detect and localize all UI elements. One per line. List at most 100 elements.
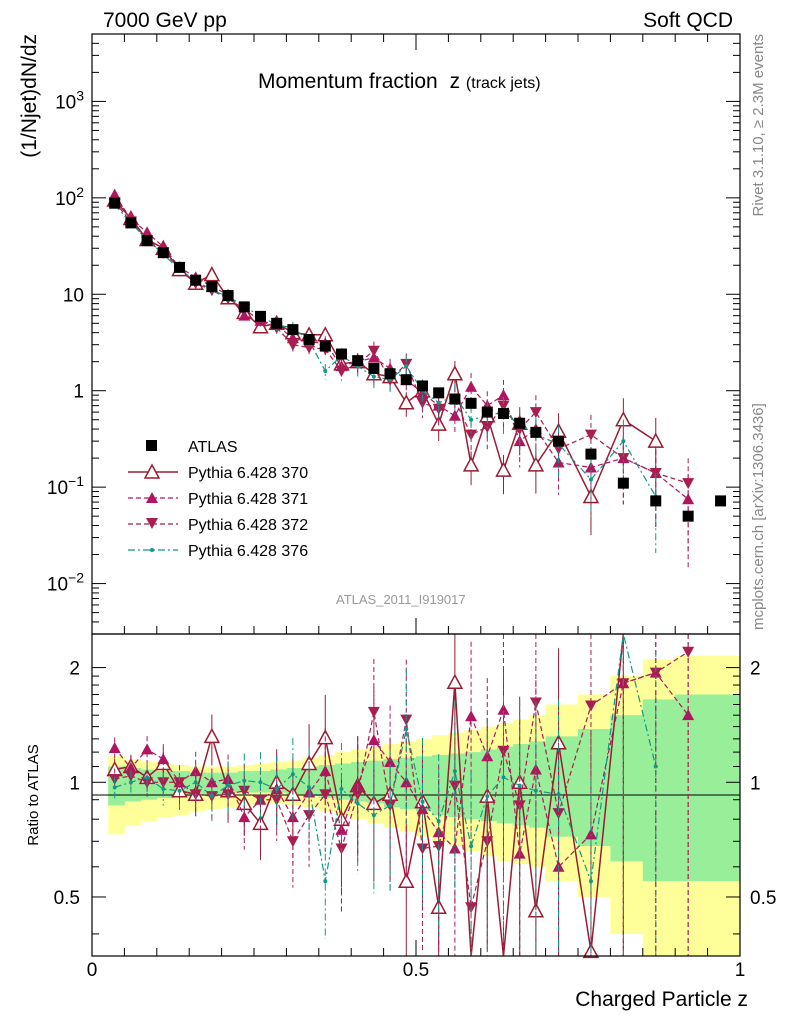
ratio-point-372: [367, 706, 380, 718]
ratio-band-green: [529, 741, 547, 828]
legend: ATLAS Pythia 6.428 370 Pythia 6.428 371 …: [128, 439, 308, 560]
legend-marker-atlas: [146, 440, 157, 451]
legend-marker-376: [150, 548, 154, 552]
ratio-point-371: [108, 742, 121, 754]
point-series-371: [108, 188, 121, 200]
ratio-y-ticks: 0.5 0.5 1 1 2 2: [54, 659, 776, 935]
point-series-376: [469, 417, 474, 422]
point-series-370: [495, 461, 512, 477]
ratio-band-green: [497, 746, 514, 824]
ratio-y-tick-label-right: 2: [750, 659, 761, 680]
point-series-372: [497, 400, 510, 412]
point-series-371: [141, 226, 154, 238]
ratio-point-376: [307, 785, 312, 790]
point-series-376: [404, 364, 409, 369]
ratio-band-green: [367, 760, 385, 804]
ratio-band-green: [675, 694, 709, 882]
y-tick-label: 10−2: [47, 570, 84, 596]
point-series-372: [286, 339, 299, 351]
point-atlas: [514, 417, 526, 429]
point-atlas: [254, 310, 266, 322]
x-tick-label: 1: [735, 960, 746, 981]
legend-label-372: Pythia 6.428 372: [188, 517, 308, 534]
point-series-371: [465, 380, 478, 392]
ratio-band-green: [610, 715, 644, 862]
point-atlas: [303, 333, 315, 345]
mcplots-label: mcplots.cern.ch [arXiv:1306.3436]: [750, 403, 767, 630]
ratio-y-tick-label-right: 1: [750, 773, 761, 794]
point-series-376: [371, 374, 376, 379]
ratio-point-372: [552, 808, 565, 820]
x-ticks: 0 0.5 1: [87, 34, 746, 981]
point-series-376: [323, 369, 328, 374]
point-atlas: [449, 393, 461, 405]
point-series-372: [416, 397, 429, 409]
point-atlas: [352, 355, 364, 367]
ratio-point-376: [469, 844, 474, 849]
ratio-band-green: [302, 766, 320, 797]
rivet-label: Rivet 3.1.10, ≥ 2.3M events: [750, 34, 767, 217]
x-axis-label: Charged Particle z: [575, 988, 748, 1011]
ratio-point-376: [290, 772, 295, 777]
ratio-point-376: [177, 788, 182, 793]
point-series-372: [529, 407, 542, 419]
legend-marker-372: [146, 518, 158, 529]
point-atlas: [238, 301, 250, 313]
ratio-band-green: [286, 768, 304, 795]
legend-marker-370: [143, 463, 161, 479]
ratio-point-371: [205, 776, 218, 788]
ratio-point-376: [556, 792, 561, 797]
legend-label-370: Pythia 6.428 370: [188, 465, 308, 482]
point-atlas: [682, 510, 694, 522]
ratio-y-tick-label-right: 0.5: [750, 888, 776, 909]
point-series-376: [436, 400, 441, 405]
y-tick-label: 10−1: [47, 473, 84, 499]
point-series-376: [621, 439, 626, 444]
ratio-band-green: [464, 752, 482, 820]
ratio-point-370: [203, 727, 221, 744]
ratio-point-371: [141, 743, 154, 755]
ratio-point-372: [238, 785, 251, 797]
point-atlas: [585, 448, 597, 460]
x-tick-label: 0: [87, 960, 98, 981]
ratio-band-green: [335, 763, 352, 800]
ratio-point-376: [420, 799, 425, 804]
ratio-y-tick-label: 2: [69, 659, 80, 680]
point-series-372: [682, 478, 695, 490]
point-atlas: [384, 368, 396, 380]
point-atlas: [465, 397, 477, 409]
point-series-372: [367, 345, 380, 357]
top-y-ticks: 10−2 10−1 1 10 102 103: [47, 33, 740, 635]
point-series-370: [203, 266, 221, 282]
point-atlas: [319, 340, 331, 352]
ratio-band-green: [707, 694, 741, 882]
ratio-point-370: [446, 673, 464, 690]
y-tick-label: 103: [55, 87, 84, 113]
ratio-point-376: [588, 879, 593, 884]
ratio-point-372: [682, 646, 695, 658]
ratio-point-371: [189, 765, 202, 777]
point-atlas: [157, 247, 169, 259]
point-series-370: [527, 456, 545, 472]
point-atlas: [481, 406, 493, 418]
ratio-y-tick-label: 1: [69, 773, 80, 794]
point-atlas: [553, 435, 565, 447]
point-atlas: [190, 274, 202, 286]
ratio-point-371: [584, 828, 597, 840]
point-atlas: [109, 197, 121, 209]
point-series-372: [617, 453, 630, 465]
line-series-372: [114, 201, 689, 484]
point-atlas: [715, 495, 727, 507]
ratio-point-376: [339, 787, 344, 792]
ratio-point-371: [481, 750, 494, 762]
ratio-band-green: [578, 728, 611, 847]
point-series-370: [398, 394, 415, 410]
ratio-point-372: [584, 700, 597, 712]
ratio-point-371: [157, 753, 170, 765]
point-series-371: [367, 351, 380, 363]
point-atlas: [125, 217, 137, 229]
point-atlas: [416, 380, 428, 392]
top-series-group: [106, 188, 727, 570]
analysis-watermark: ATLAS_2011_I919017: [336, 592, 466, 607]
ratio-point-376: [258, 780, 263, 785]
